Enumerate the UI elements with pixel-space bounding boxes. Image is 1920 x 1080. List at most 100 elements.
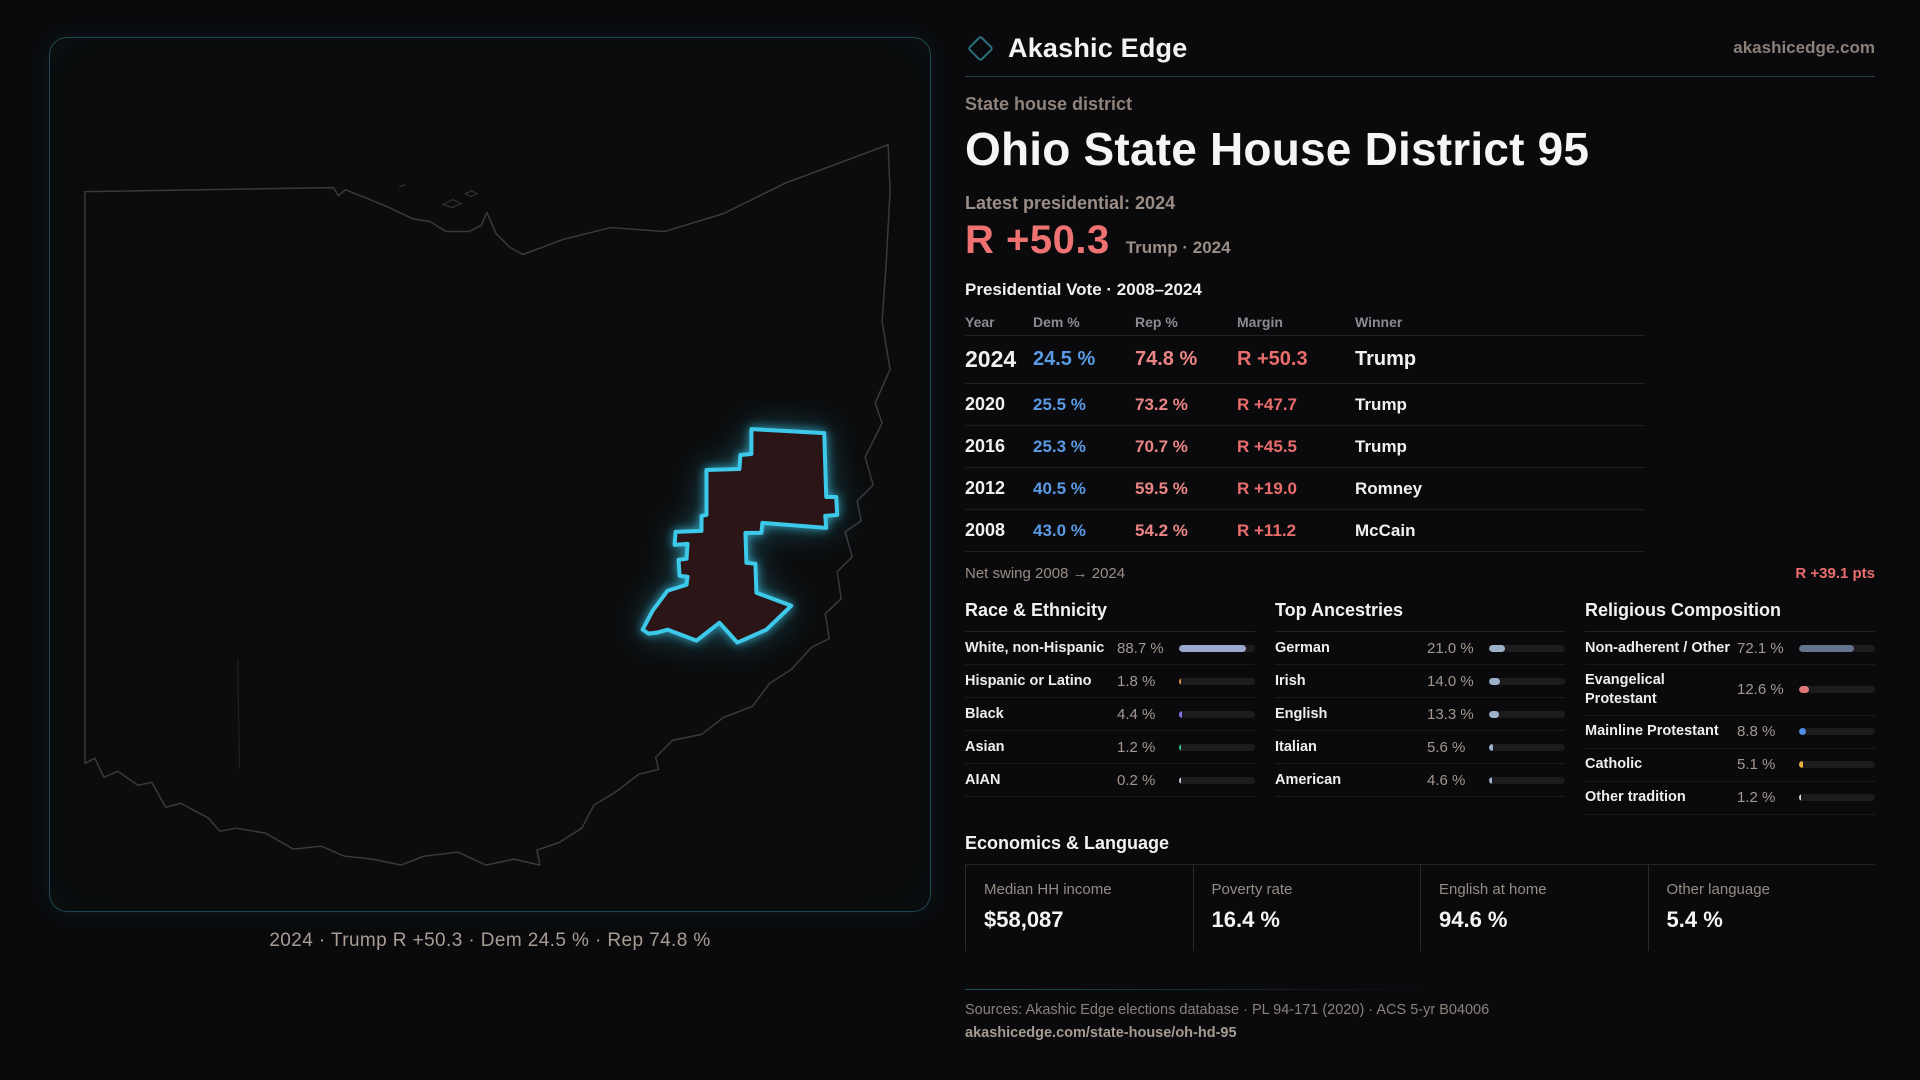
- stat-label: Asian: [965, 738, 1005, 755]
- stat-label: Hispanic or Latino: [965, 672, 1092, 689]
- stat-card: Other language 5.4 %: [1647, 864, 1876, 951]
- stat-bar-track: [1179, 776, 1255, 784]
- brand-site-link[interactable]: akashicedge.com: [1733, 38, 1875, 57]
- stat-value: 1.8 %: [1117, 672, 1156, 690]
- section-top-ancestries: Top Ancestries German 21.0 % Irish 14.0 …: [1275, 600, 1565, 797]
- stat-label: Irish: [1275, 672, 1306, 689]
- headline-margin-note: Trump · 2024: [1125, 238, 1231, 257]
- stat-row: Non-adherent / Other 72.1 %: [1585, 632, 1875, 665]
- stat-label: Black: [965, 705, 1004, 722]
- stat-bar-fill: [1799, 794, 1801, 802]
- net-swing-value: R +39.1 pts: [1795, 565, 1875, 582]
- table-row: 2012 40.5 % 59.5 % R +19.0 Romney: [965, 468, 1645, 510]
- cell-year: 2008: [965, 520, 1006, 540]
- cell-margin: R +19.0: [1237, 478, 1298, 498]
- headline-margin-value: R +50.3: [965, 218, 1110, 262]
- stat-label: Mainline Protestant: [1585, 723, 1719, 740]
- vote-table-title: Presidential Vote · 2008–2024: [965, 280, 1202, 299]
- cell-winner: Trump: [1355, 436, 1407, 456]
- col-rep: Rep %: [1135, 313, 1178, 330]
- stat-bar-track: [1179, 644, 1255, 652]
- stat-bar-track: [1799, 686, 1875, 694]
- lake-erie-islands: [399, 184, 479, 209]
- cell-year: 2024: [965, 346, 1017, 372]
- stat-card-value: 94.6 %: [1439, 906, 1508, 932]
- stat-bar-track: [1179, 710, 1255, 718]
- stat-value: 72.1 %: [1737, 639, 1784, 657]
- stat-bar-fill: [1799, 761, 1803, 769]
- map-caption: 2024 · Trump R +50.3 · Dem 24.5 % · Rep …: [269, 930, 711, 951]
- district-map-panel: [49, 37, 931, 912]
- cell-winner: Trump: [1355, 394, 1407, 414]
- stat-bar-fill: [1799, 686, 1809, 694]
- header-divider: [965, 76, 1875, 77]
- stat-label: American: [1275, 771, 1342, 788]
- ohio-map: [84, 144, 891, 866]
- stat-label: German: [1275, 639, 1330, 656]
- stat-row: Catholic 5.1 %: [1585, 749, 1875, 782]
- cell-margin: R +47.7: [1237, 394, 1298, 414]
- stat-bar-track: [1799, 728, 1875, 736]
- stat-bar-fill: [1799, 728, 1806, 736]
- net-swing-row: Net swing 2008 → 2024 R +39.1 pts: [965, 552, 1875, 592]
- stat-row: AIAN 0.2 %: [965, 764, 1255, 797]
- ohio-state-outline: [84, 144, 891, 866]
- demographics-grid: Race & Ethnicity White, non-Hispanic 88.…: [965, 600, 1875, 815]
- stat-bar-fill: [1489, 644, 1505, 652]
- cell-margin: R +45.5: [1237, 436, 1298, 456]
- economics-stats-row: Median HH income $58,087 Poverty rate 16…: [965, 864, 1876, 951]
- stat-bar-track: [1179, 677, 1255, 685]
- cell-year: 2012: [965, 478, 1006, 498]
- cell-rep: 54.2 %: [1135, 520, 1188, 540]
- stat-bar-fill: [1179, 677, 1181, 685]
- stat-card: English at home 94.6 %: [1420, 864, 1648, 951]
- cell-rep: 74.8 %: [1135, 348, 1198, 370]
- cell-winner: Trump: [1355, 348, 1417, 370]
- stat-value: 13.3 %: [1427, 705, 1474, 723]
- stat-bar-track: [1489, 743, 1565, 751]
- stat-row: German 21.0 %: [1275, 632, 1565, 665]
- stat-value: 12.6 %: [1737, 681, 1784, 699]
- stat-card-value: 5.4 %: [1666, 906, 1723, 932]
- vote-table-header: Year Dem % Rep % Margin Winner: [965, 308, 1645, 336]
- cell-dem: 25.5 %: [1033, 394, 1086, 414]
- stat-bar-fill: [1179, 776, 1181, 784]
- brand-name: Akashic Edge: [1008, 32, 1188, 63]
- cell-dem: 40.5 %: [1033, 478, 1086, 498]
- sources-url-link[interactable]: akashicedge.com/state-house/oh-hd-95: [965, 1024, 1237, 1041]
- stat-bar-fill: [1799, 644, 1854, 652]
- sources-text: Sources: Akashic Edge elections database…: [965, 1001, 1490, 1018]
- section-title: Race & Ethnicity: [965, 600, 1255, 632]
- cell-year: 2016: [965, 436, 1006, 456]
- stat-bar-track: [1799, 644, 1875, 652]
- net-swing-label: Net swing 2008 → 2024: [965, 565, 1126, 582]
- table-row: 2020 25.5 % 73.2 % R +47.7 Trump: [965, 384, 1645, 426]
- cell-rep: 70.7 %: [1135, 436, 1188, 456]
- stat-label: Non-adherent / Other: [1585, 639, 1731, 656]
- section-religious-composition: Religious Composition Non-adherent / Oth…: [1585, 600, 1875, 815]
- stat-bar-fill: [1489, 710, 1500, 718]
- stat-card-label: Poverty rate: [1211, 880, 1293, 898]
- report-panel: Akashic Edge akashicedge.com State house…: [965, 28, 1875, 1041]
- stat-label: Italian: [1275, 738, 1317, 755]
- diamond-logo-icon: [967, 34, 994, 62]
- cell-year: 2020: [965, 394, 1006, 414]
- section-title: Top Ancestries: [1275, 600, 1565, 632]
- stat-row: Asian 1.2 %: [965, 731, 1255, 764]
- stat-bar-track: [1489, 677, 1565, 685]
- stat-value: 1.2 %: [1117, 738, 1156, 756]
- stat-row: Mainline Protestant 8.8 %: [1585, 716, 1875, 749]
- table-row: 2024 24.5 % 74.8 % R +50.3 Trump: [965, 336, 1645, 384]
- headline-margin-row: R +50.3 Trump · 2024: [965, 218, 1875, 266]
- stat-bar-track: [1489, 710, 1565, 718]
- stat-value: 5.6 %: [1427, 738, 1466, 756]
- economics-section-title: Economics & Language: [965, 833, 1875, 865]
- stat-card: Poverty rate 16.4 %: [1192, 864, 1421, 951]
- stat-row: American 4.6 %: [1275, 764, 1565, 797]
- stat-card-label: Other language: [1666, 880, 1770, 898]
- cell-dem: 43.0 %: [1033, 520, 1086, 540]
- stat-bar-fill: [1179, 710, 1183, 718]
- stat-bar-track: [1179, 743, 1255, 751]
- cell-dem: 24.5 %: [1033, 348, 1096, 370]
- section-title: Religious Composition: [1585, 600, 1875, 632]
